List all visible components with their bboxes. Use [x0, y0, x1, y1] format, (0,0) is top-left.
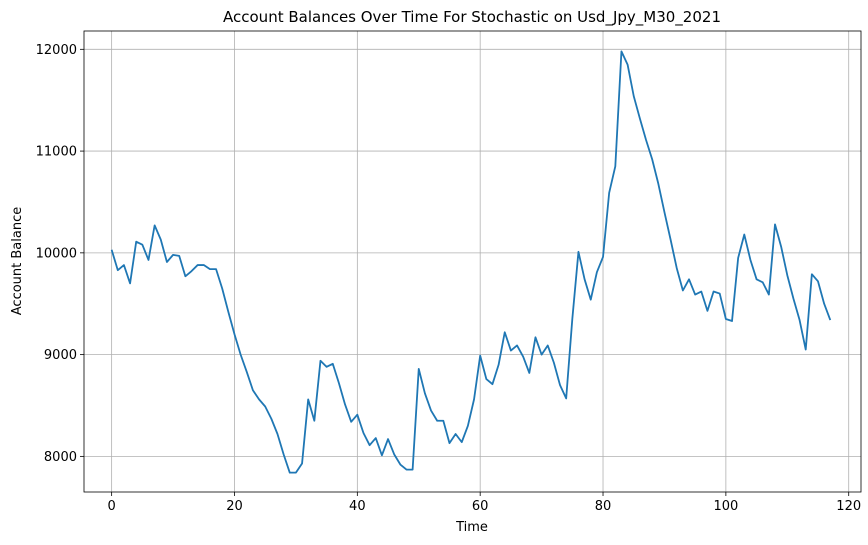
y-tick-label: 10000 — [36, 246, 77, 261]
x-tick-label: 120 — [836, 499, 861, 514]
y-tick-label: 8000 — [44, 450, 77, 465]
x-tick-label: 80 — [595, 499, 612, 514]
x-tick-label: 100 — [713, 499, 738, 514]
y-tick-label: 12000 — [36, 43, 77, 58]
y-axis: 8000 9000 10000 11000 12000 — [36, 43, 84, 465]
x-tick-label: 20 — [226, 499, 243, 514]
x-axis-label: Time — [455, 520, 488, 535]
y-axis-label: Account Balance — [10, 207, 25, 315]
series-line — [110, 50, 832, 474]
x-axis: 0 20 40 60 80 100 120 — [107, 492, 861, 514]
chart-title: Account Balances Over Time For Stochasti… — [223, 8, 721, 27]
series-layer — [110, 50, 832, 474]
x-tick-label: 60 — [472, 499, 489, 514]
x-tick-label: 40 — [349, 499, 366, 514]
y-tick-label: 9000 — [44, 348, 77, 363]
y-tick-label: 11000 — [36, 145, 77, 160]
x-tick-label: 0 — [107, 499, 115, 514]
plot-area — [83, 30, 862, 493]
grid — [84, 31, 861, 492]
